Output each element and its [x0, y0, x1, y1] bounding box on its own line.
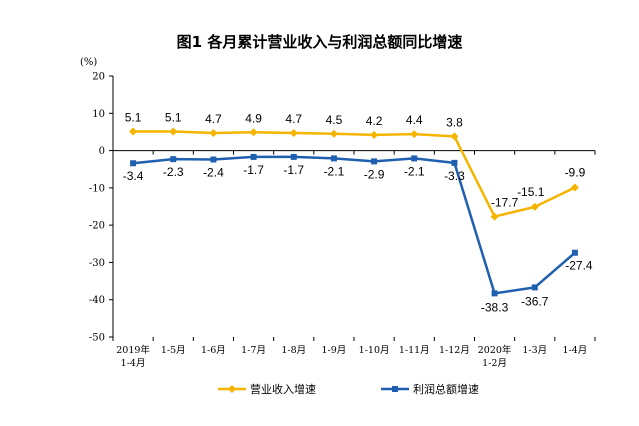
data-label: -9.9 — [565, 165, 586, 179]
data-label: 5.1 — [165, 111, 182, 125]
data-point — [129, 127, 138, 136]
data-point — [169, 127, 178, 136]
x-tick-label: 1-10月 — [359, 345, 390, 356]
chart-title: 图1 各月累计营业收入与利润总额同比增速 — [176, 33, 463, 51]
y-tick-label: -20 — [89, 221, 105, 232]
data-label: 4.2 — [366, 114, 383, 128]
data-point — [290, 153, 297, 160]
y-tick-label: 10 — [92, 109, 105, 120]
data-point — [370, 130, 379, 139]
y-axis-unit-label: (%) — [80, 57, 97, 68]
data-label: 3.8 — [446, 115, 463, 129]
data-point — [210, 156, 217, 163]
data-label: -3.4 — [123, 169, 144, 183]
data-point — [130, 160, 137, 167]
data-point — [490, 212, 499, 221]
data-point — [450, 132, 459, 141]
x-tick-label: 1-9月 — [322, 345, 347, 356]
data-point — [289, 129, 298, 138]
x-tick-label: 2019年 — [116, 344, 150, 356]
data-label: -15.1 — [517, 185, 545, 199]
data-label: -3.3 — [444, 169, 465, 183]
data-label: 4.7 — [285, 112, 302, 126]
data-label: 4.9 — [245, 111, 262, 125]
data-point — [250, 153, 257, 160]
y-tick-label: 0 — [99, 146, 105, 157]
data-label: -1.7 — [243, 163, 264, 177]
x-tick-label: 1-3月 — [522, 345, 547, 356]
data-label: 5.1 — [125, 111, 142, 125]
data-label: 4.7 — [205, 112, 222, 126]
x-tick-label: 1-8月 — [281, 345, 306, 356]
data-point — [170, 156, 177, 163]
data-label: -36.7 — [521, 294, 549, 308]
data-point — [491, 290, 498, 297]
data-label: -2.3 — [163, 165, 184, 179]
x-tick-label: 2020年 — [478, 344, 512, 356]
legend-swatch-marker — [228, 385, 236, 393]
x-tick-label: 1-11月 — [399, 345, 430, 356]
data-label: 4.5 — [326, 113, 343, 127]
data-point — [209, 129, 218, 138]
data-point — [330, 155, 337, 162]
series-line-1 — [133, 130, 576, 218]
data-point — [249, 128, 258, 137]
data-label: -17.7 — [491, 196, 519, 210]
data-point — [570, 183, 579, 192]
series-line-2 — [132, 155, 576, 295]
legend-label: 利润总额增速 — [413, 382, 479, 396]
y-tick-label: -50 — [89, 333, 105, 344]
data-label: -27.4 — [565, 259, 593, 273]
data-label: -2.4 — [203, 166, 224, 180]
y-tick-label: -30 — [89, 258, 105, 269]
y-tick-label: -10 — [89, 183, 105, 194]
data-label: -38.3 — [481, 300, 509, 314]
x-tick-label: 1-5月 — [161, 345, 186, 356]
x-tick-label: 1-4月 — [563, 345, 588, 356]
data-point — [329, 129, 338, 138]
data-point — [451, 159, 458, 166]
x-tick-label: 1-12月 — [439, 345, 470, 356]
x-tick-label: 1-6月 — [201, 345, 226, 356]
data-label: 4.4 — [406, 113, 423, 127]
data-label: -2.1 — [404, 164, 425, 178]
data-point — [531, 284, 538, 291]
data-point — [530, 202, 539, 211]
data-point — [411, 155, 418, 162]
x-tick-label: 1-7月 — [241, 345, 266, 356]
data-point — [371, 158, 378, 165]
legend-label: 营业收入增速 — [250, 382, 316, 396]
data-label: -2.1 — [324, 164, 345, 178]
legend-swatch-marker — [392, 386, 398, 392]
data-point — [410, 130, 419, 139]
data-label: -1.7 — [283, 163, 304, 177]
data-point — [571, 249, 578, 256]
data-label: -2.9 — [364, 167, 385, 181]
x-tick-label: 1-2月 — [482, 358, 507, 369]
x-tick-label: 1-4月 — [121, 358, 146, 369]
y-tick-label: 20 — [92, 72, 105, 83]
y-tick-label: -40 — [89, 295, 105, 306]
